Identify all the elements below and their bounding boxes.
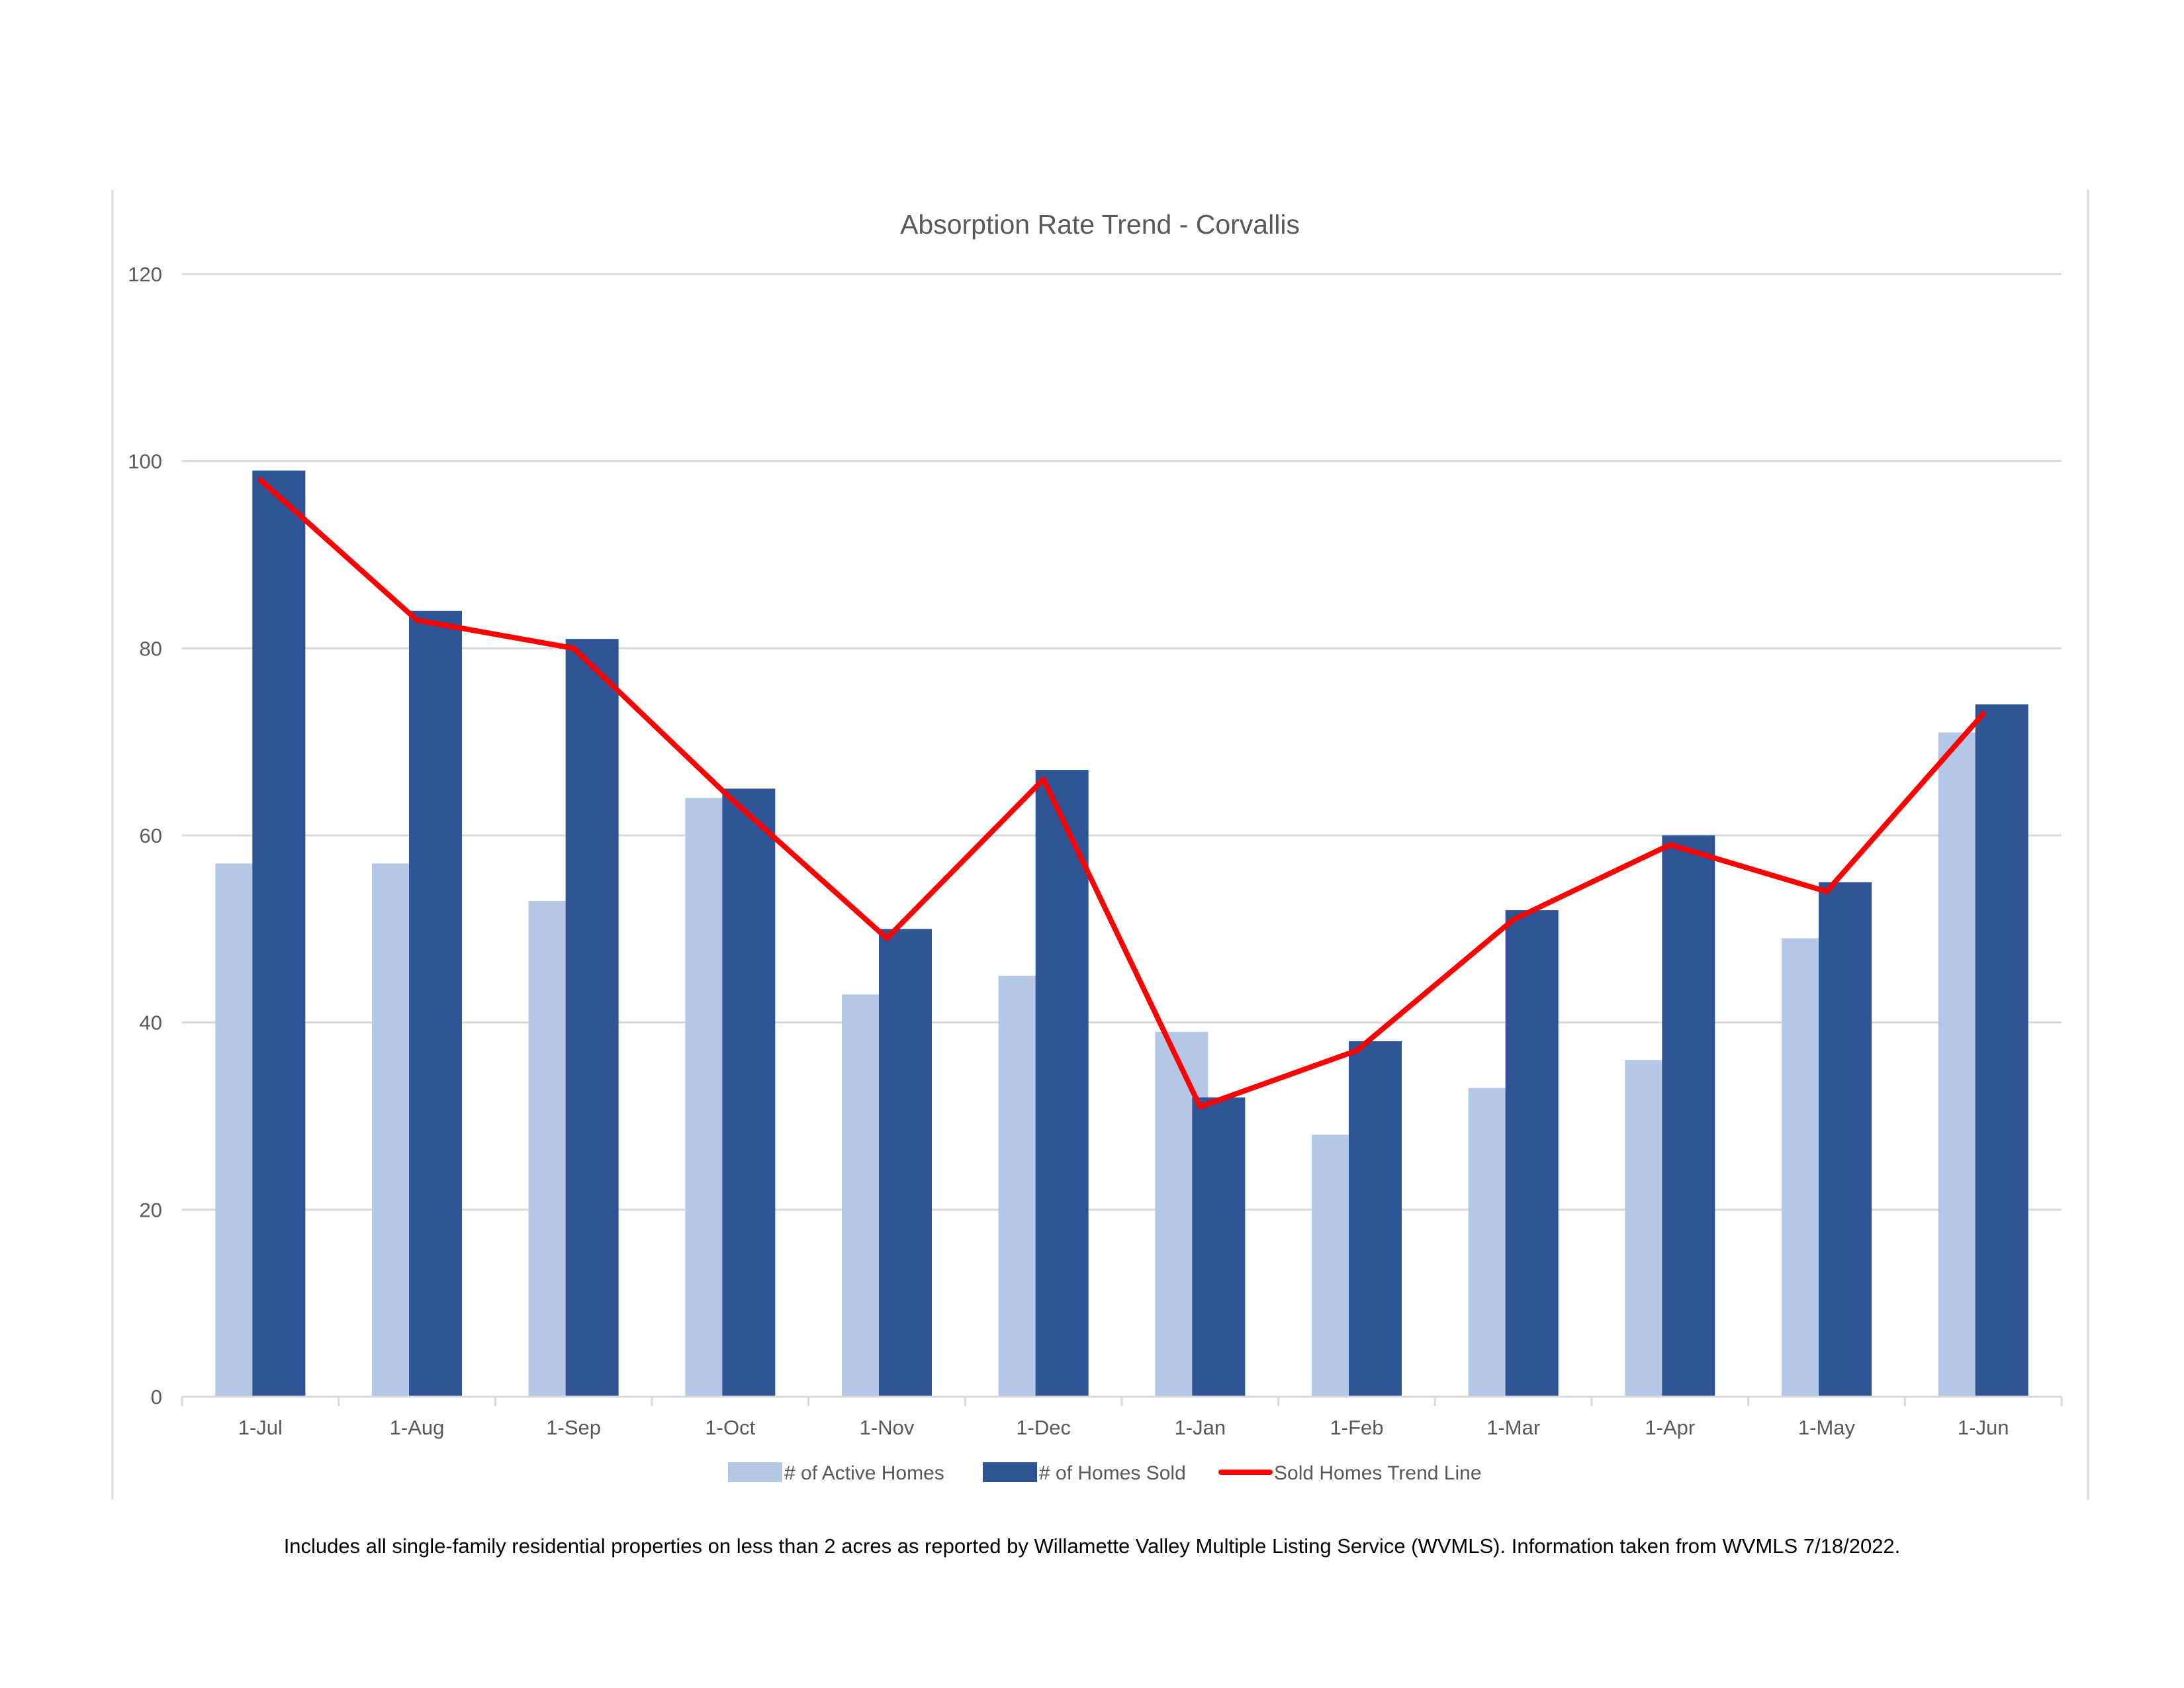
- x-tick-label: 1-May: [1798, 1416, 1856, 1439]
- bars: [215, 470, 2028, 1397]
- legend-label: # of Homes Sold: [1039, 1462, 1186, 1484]
- x-tick-label: 1-Mar: [1486, 1416, 1540, 1439]
- homes-sold-bar: [1662, 835, 1715, 1397]
- x-axis: [181, 1395, 2063, 1406]
- footnote: Includes all single-family residential p…: [283, 1534, 1901, 1558]
- legend-label: Sold Homes Trend Line: [1274, 1462, 1482, 1484]
- y-tick-label: 100: [128, 450, 162, 473]
- homes-sold-bar: [252, 470, 306, 1397]
- x-tick-label: 1-Aug: [390, 1416, 445, 1439]
- homes-sold-bar: [722, 788, 776, 1397]
- homes-sold-bar: [1975, 704, 2028, 1397]
- legend-swatch: [983, 1462, 1037, 1482]
- y-tick-label: 20: [140, 1198, 162, 1221]
- x-tick-label: 1-Dec: [1016, 1416, 1071, 1439]
- y-tick-label: 80: [140, 637, 162, 660]
- y-tick-label: 0: [151, 1385, 162, 1409]
- x-tick-label: 1-Jun: [1958, 1416, 2009, 1439]
- x-tick-label: 1-Sep: [546, 1416, 601, 1439]
- y-tick-label: 120: [128, 263, 162, 286]
- gridlines: [182, 273, 2062, 1211]
- homes-sold-bar: [1192, 1097, 1246, 1397]
- y-tick-label: 60: [140, 824, 162, 847]
- x-tick-label: 1-Jan: [1175, 1416, 1226, 1439]
- homes-sold-bar: [1035, 770, 1089, 1397]
- legend-swatch: [728, 1462, 782, 1482]
- trend-line: [257, 477, 1986, 1109]
- homes-sold-bar: [409, 610, 462, 1397]
- legend: # of Active Homes # of Homes Sold Sold Hom…: [728, 1462, 1482, 1484]
- homes-sold-bar: [565, 639, 619, 1397]
- x-axis-ticks: 1-Jul 1-Aug 1-Sep 1-Oct 1-Nov 1-Dec 1-Jan 1-Feb…: [238, 1416, 2009, 1439]
- y-axis-ticks: 0 20 40 60 80 100 120: [128, 263, 162, 1409]
- legend-label: # of Active Homes: [784, 1462, 944, 1484]
- homes-sold-bar: [1349, 1041, 1402, 1397]
- x-tick-label: 1-Apr: [1645, 1416, 1695, 1439]
- homes-sold-bar: [879, 929, 932, 1397]
- homes-sold-bar: [1505, 910, 1559, 1397]
- y-tick-label: 40: [140, 1011, 162, 1035]
- chart-title: Absorption Rate Trend - Corvallis: [900, 209, 1300, 240]
- x-tick-label: 1-Jul: [238, 1416, 283, 1439]
- homes-sold-bar: [1819, 882, 1872, 1397]
- trend-line-layer: [257, 477, 1986, 1109]
- x-tick-label: 1-Oct: [705, 1416, 755, 1439]
- x-tick-label: 1-Nov: [860, 1416, 915, 1439]
- x-tick-label: 1-Feb: [1330, 1416, 1384, 1439]
